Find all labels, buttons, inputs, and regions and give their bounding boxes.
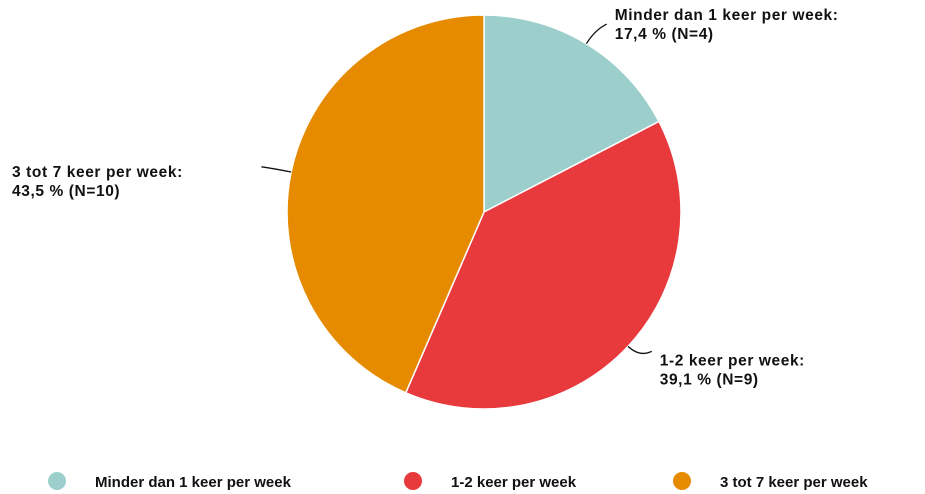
legend-marker: [48, 472, 66, 490]
leader-line: [585, 23, 608, 45]
value-label: 39,1 % (N=9): [660, 371, 759, 388]
value-label: 43,5 % (N=10): [12, 183, 120, 200]
pie-slice: [286, 14, 485, 394]
legend-label: Minder dan 1 keer per week: [95, 474, 292, 491]
pie-slice: [483, 14, 660, 214]
leader-line: [627, 345, 653, 355]
leader-line: [261, 166, 292, 173]
value-label: 17,4 % (N=4): [615, 26, 714, 43]
legend-marker: [673, 472, 691, 490]
legend-label: 3 tot 7 keer per week: [720, 474, 868, 491]
legend-marker: [404, 472, 422, 490]
legend-label: 1-2 keer per week: [451, 474, 577, 491]
slice-label: 1-2 keer per week:: [660, 352, 805, 369]
slice-label: Minder dan 1 keer per week:: [615, 7, 839, 24]
slice-label: 3 tot 7 keer per week:: [12, 164, 183, 181]
